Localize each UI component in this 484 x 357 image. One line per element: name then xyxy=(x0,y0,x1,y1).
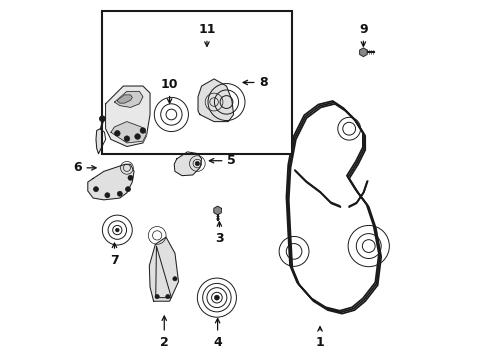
Text: 10: 10 xyxy=(161,78,178,103)
Polygon shape xyxy=(96,129,106,154)
Polygon shape xyxy=(174,152,201,176)
Polygon shape xyxy=(111,122,146,143)
Polygon shape xyxy=(213,206,221,215)
Text: 5: 5 xyxy=(209,154,236,167)
Circle shape xyxy=(214,295,219,300)
Text: 8: 8 xyxy=(242,76,268,89)
Polygon shape xyxy=(359,48,366,56)
Circle shape xyxy=(99,116,105,122)
Polygon shape xyxy=(197,79,233,122)
Circle shape xyxy=(172,277,177,281)
Polygon shape xyxy=(106,86,150,146)
Circle shape xyxy=(128,175,133,180)
Circle shape xyxy=(117,191,122,196)
Bar xyxy=(102,11,292,154)
Circle shape xyxy=(195,161,199,166)
Circle shape xyxy=(114,131,120,136)
Text: 9: 9 xyxy=(358,22,367,46)
Circle shape xyxy=(125,187,130,192)
Circle shape xyxy=(115,228,119,232)
Text: 11: 11 xyxy=(198,22,215,46)
Circle shape xyxy=(140,128,146,133)
Text: 4: 4 xyxy=(213,318,222,348)
Circle shape xyxy=(135,134,140,139)
Circle shape xyxy=(124,136,130,141)
Circle shape xyxy=(105,193,110,198)
Text: 7: 7 xyxy=(110,243,119,267)
Text: 3: 3 xyxy=(214,222,223,246)
Text: 1: 1 xyxy=(315,327,324,348)
Polygon shape xyxy=(117,95,132,103)
Polygon shape xyxy=(149,237,178,301)
Text: 2: 2 xyxy=(160,316,168,348)
Circle shape xyxy=(155,295,159,299)
Polygon shape xyxy=(114,91,143,107)
Polygon shape xyxy=(88,164,134,200)
Circle shape xyxy=(166,295,169,299)
Text: 6: 6 xyxy=(73,161,96,174)
Circle shape xyxy=(93,187,98,192)
